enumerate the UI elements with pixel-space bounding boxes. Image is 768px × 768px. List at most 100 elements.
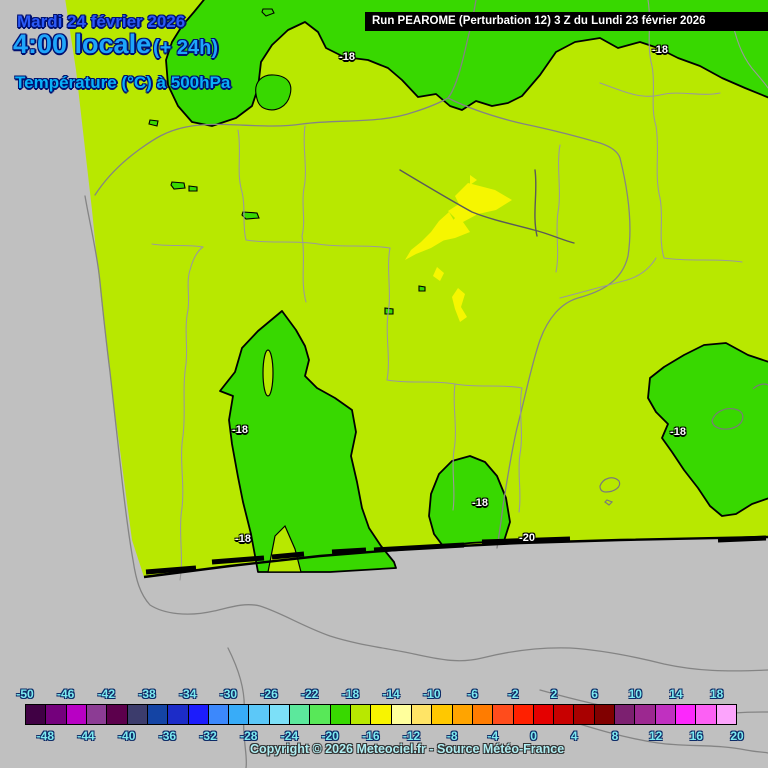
scale-cell [635,705,655,724]
cold-blob-east [648,343,768,516]
border-line [386,247,391,381]
copyright-text: Copyright © 2026 Meteociel.fr - Source M… [250,742,565,756]
contour-18-west [219,310,397,573]
scale-tick-label: -30 [219,687,238,701]
border-dark [399,169,575,244]
scale-cell [46,705,66,724]
scale-cell [615,705,635,724]
border-line [245,239,391,249]
scale-tick-label: -10 [423,687,441,701]
scale-cell [229,705,249,724]
border-line [732,24,768,89]
scale-tick-label: -44 [77,729,95,743]
run-info-bar: Run PEAROME (Perturbation 12) 3 Z du Lun… [365,12,768,31]
cold-speck [170,181,186,190]
cold-speck [418,285,426,292]
contour-label: -18 [472,497,488,509]
scale-tick-label: -48 [36,729,54,743]
date-label: Mardi 24 février 2026 [17,12,186,31]
scale-cell [533,705,554,724]
scale-cell [26,705,46,724]
scale-tick-label: -8 [446,729,458,743]
contour-20-dash [717,535,767,543]
warm-streak [452,288,467,322]
contour-label: -18 [652,44,668,56]
coastline-atlantic [84,195,768,672]
scale-cell [391,705,411,724]
scale-tick-label: 2 [550,687,558,701]
scale-cell [493,705,513,724]
scale-cell [168,705,188,724]
scale-cell [310,705,330,724]
scale-tick-label: 20 [730,729,744,743]
contour-20-dash [331,547,367,555]
cold-speck [188,185,198,192]
scale-cell [66,705,86,724]
cold-speck [148,119,159,127]
island-ibiza [599,477,621,493]
scale-cell [371,705,391,724]
scale-tick-label: -34 [179,687,197,701]
scale-tick-label: 14 [669,687,683,701]
scale-tick-label: 6 [591,687,598,701]
warm-streak [470,175,477,185]
border-line [559,257,657,299]
time-label: 4:00 locale [13,29,152,59]
scale-tick-label: -38 [138,687,156,701]
parameter-label: Température (°C) à 500hPa [15,73,231,92]
scale-cell [432,705,452,724]
scale-tick-label: 18 [709,687,724,701]
border-line [237,129,247,241]
coastline-africa [559,717,768,754]
contour-label: -20 [519,532,535,544]
contour-label: -18 [232,424,248,436]
cold-speck [261,8,275,17]
border-line [452,383,456,511]
scale-cell [351,705,371,724]
scale-tick-label: -46 [57,687,75,701]
contour-20-dash [145,565,197,575]
scale-cell [594,705,615,724]
scale-cell [655,705,675,724]
contour-label: -18 [235,533,251,545]
scale-cell [249,705,269,724]
cold-speck [241,211,260,220]
contour-20-dash [271,551,305,560]
contour-20-dash [211,555,265,565]
warm-streak [433,267,444,281]
scale-cell [86,705,107,724]
scale-cell [147,705,168,724]
island-menorca [752,383,768,390]
coastline-north [94,0,477,196]
scale-cell [676,705,696,724]
contour-18-east [647,342,768,517]
scale-tick-label: 10 [628,687,642,701]
scale-tick-label: -24 [280,729,299,743]
contour-label: -18 [339,51,355,63]
scale-tick-label: -4 [487,729,499,743]
border-portugal [179,246,204,581]
scale-tick-label: -6 [467,687,478,701]
scale-tick-label: 12 [648,729,663,743]
contour-18-north [165,0,768,127]
contour-20-dash [373,542,465,553]
island-formentera [604,499,614,506]
scale-cell [696,705,716,724]
scale-tick-label: 4 [570,729,578,743]
scale-tick-label: -36 [158,729,177,743]
scale-cell [452,705,472,724]
cold-blob-south [429,456,510,546]
cold-band-north [166,0,768,126]
scale-cell [127,705,147,724]
scale-tick-label: -12 [402,729,421,743]
scale-tick-label: -14 [382,687,400,701]
coastline-mediterranean [447,97,631,549]
scale-cell [290,705,310,724]
scale-tick-label: -16 [362,729,380,743]
border-line [301,125,306,237]
scale-cell [411,705,432,724]
scale-tick-label: -50 [16,687,34,701]
scale-cell [716,705,736,724]
